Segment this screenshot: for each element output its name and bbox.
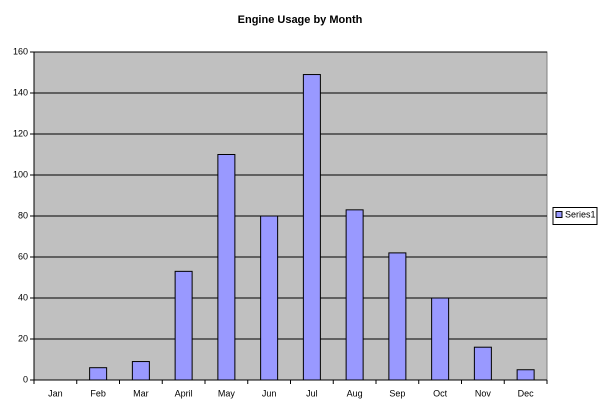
bar <box>131 361 150 381</box>
x-tick-label: Mar <box>133 388 149 398</box>
bar <box>516 369 535 381</box>
x-tick-label: Jan <box>48 388 63 398</box>
x-tick-label: Jul <box>306 388 318 398</box>
bar <box>217 154 236 381</box>
y-tick-label: 120 <box>13 128 28 138</box>
y-tick-label: 140 <box>13 87 28 97</box>
x-tick-label: May <box>218 388 236 398</box>
x-tick-label: Dec <box>518 388 535 398</box>
x-tick-label: Aug <box>347 388 363 398</box>
bar <box>473 346 492 381</box>
legend-box <box>552 207 598 225</box>
bar <box>345 209 364 381</box>
y-tick-label: 80 <box>18 210 28 220</box>
y-tick-label: 0 <box>23 374 28 384</box>
bar <box>388 252 407 381</box>
x-tick-label: Nov <box>475 388 492 398</box>
x-tick-label: Sep <box>389 388 405 398</box>
y-tick-label: 60 <box>18 251 28 261</box>
y-tick-label: 20 <box>18 333 28 343</box>
x-tick-label: Jun <box>262 388 277 398</box>
y-tick-label: 100 <box>13 169 28 179</box>
x-tick-label: Oct <box>433 388 448 398</box>
x-tick-label: April <box>175 388 193 398</box>
bar <box>174 270 193 381</box>
y-tick-label: 160 <box>13 46 28 56</box>
bar <box>302 74 321 381</box>
bar <box>89 367 108 381</box>
legend-label: Series1 <box>565 209 596 219</box>
legend-swatch <box>555 211 563 218</box>
chart-title: Engine Usage by Month <box>238 14 363 26</box>
x-tick-label: Feb <box>90 388 106 398</box>
bar <box>260 215 279 381</box>
y-tick-label: 40 <box>18 292 28 302</box>
bar <box>431 297 450 381</box>
